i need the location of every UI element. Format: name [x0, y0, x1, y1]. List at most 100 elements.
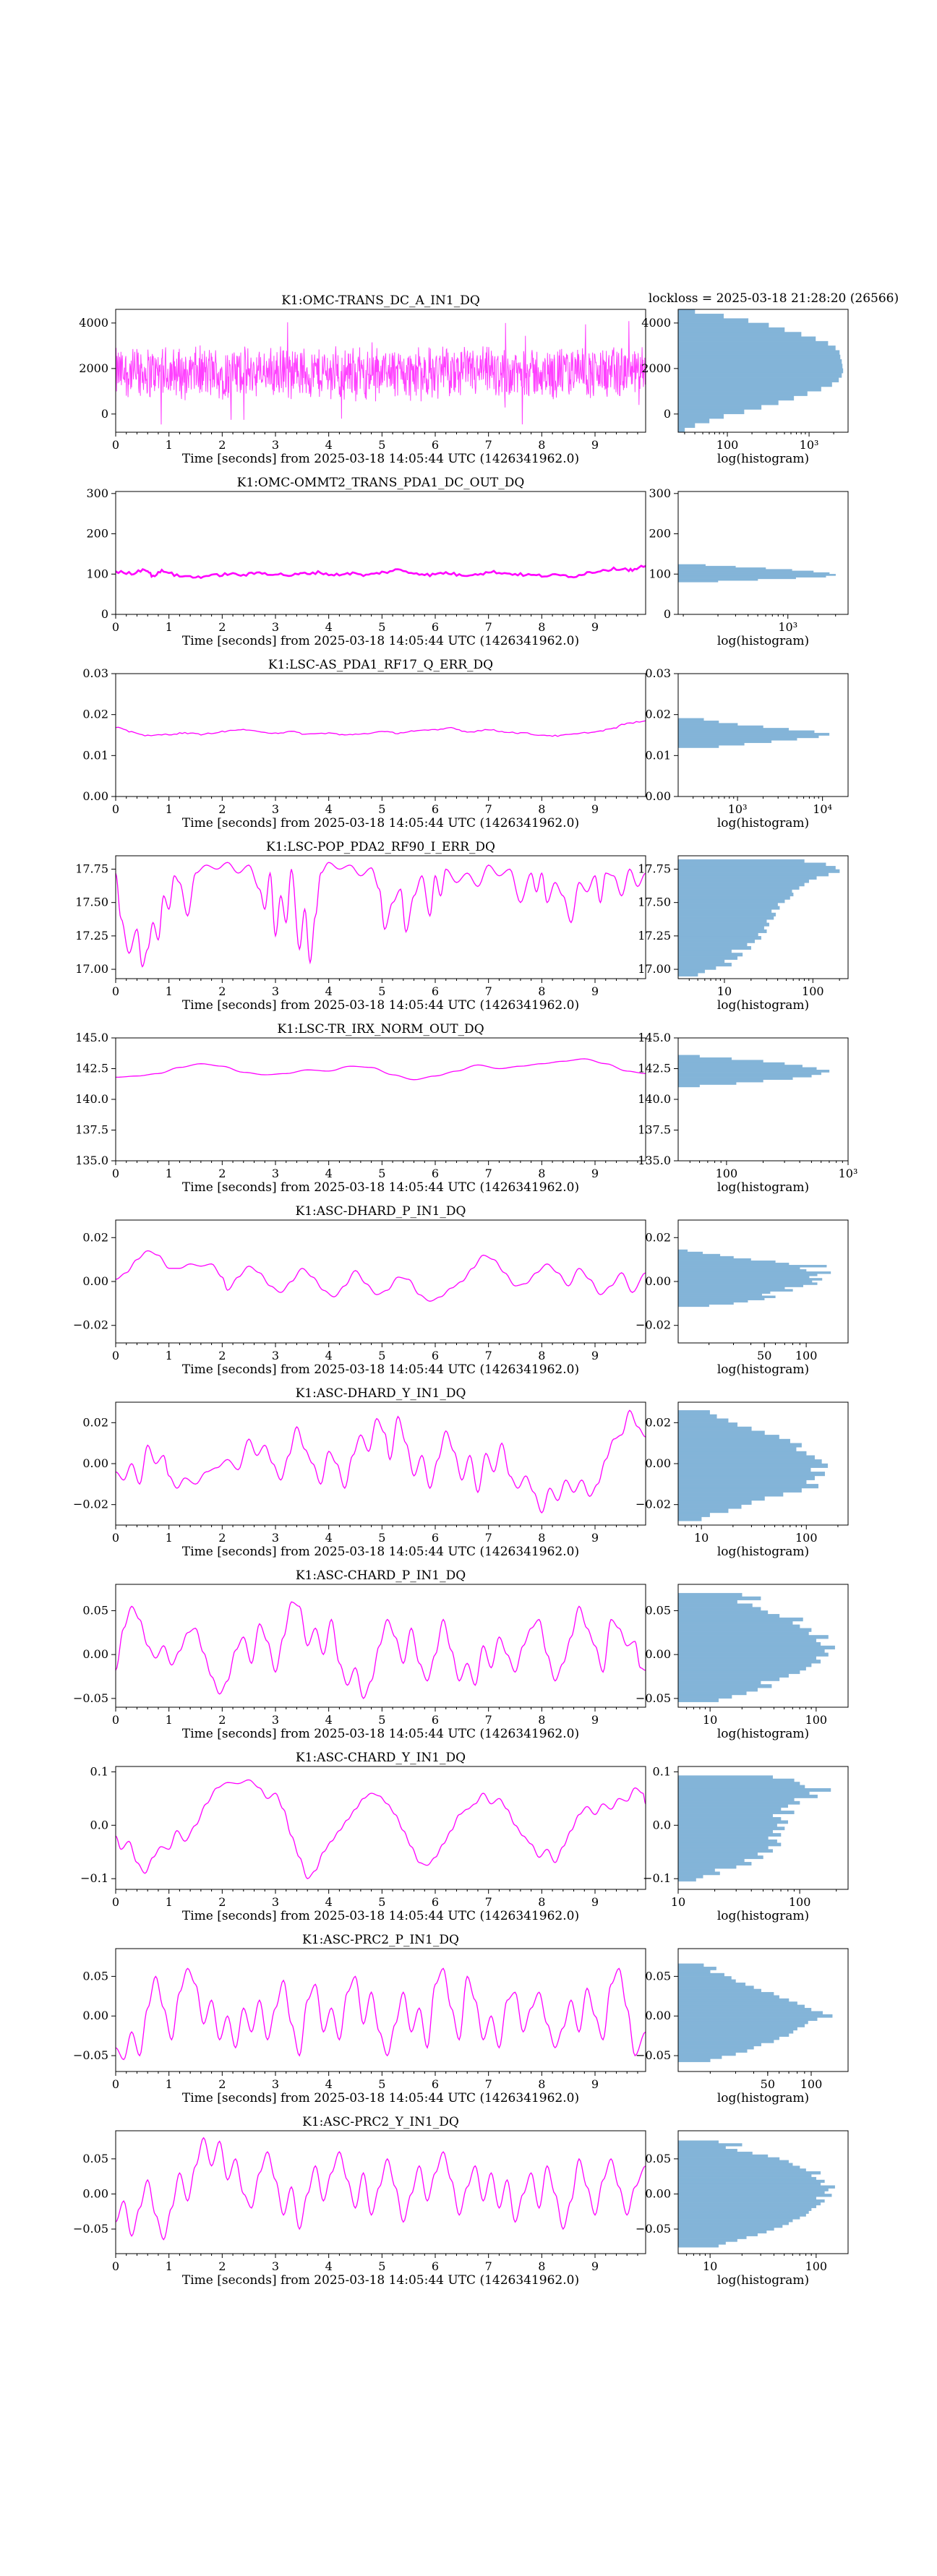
- hist-x-tick-label: 10: [703, 2259, 717, 2273]
- y-tick-label: 0.05: [82, 1603, 108, 1617]
- histogram-bar: [677, 413, 724, 419]
- histogram-frame: [677, 1948, 849, 2072]
- histogram-bar: [677, 1287, 785, 1289]
- hist-y-tick-label: 2000: [641, 361, 671, 375]
- histogram-bar: [677, 1077, 793, 1081]
- histogram-bar: [677, 1782, 800, 1786]
- histogram-bar: [677, 327, 785, 332]
- histogram-bar: [677, 2194, 832, 2197]
- histogram-bar: [677, 744, 719, 748]
- histogram-bar: [677, 1081, 737, 1085]
- histogram-bar: [677, 1603, 753, 1607]
- histogram-bar: [677, 1291, 771, 1294]
- y-tick-label: 0.00: [82, 2186, 108, 2200]
- histogram-bar: [677, 340, 829, 346]
- plot-frame: [115, 491, 646, 615]
- x-tick-label: 8: [538, 1895, 545, 1909]
- histogram-bar: [677, 318, 749, 324]
- histogram-bar: [677, 1451, 807, 1456]
- panel-9: K1:ASC-CHARD_Y_IN1_DQ 0 1 2 3 4 5 6 7 8 9 −0.1 0.0 0.…: [80, 1751, 849, 1923]
- panel-1: K1:OMC-TRANS_DC_A_IN1_DQ 0 1 2 3 4 5 6 7 8 9 0 2000 4…: [79, 293, 849, 466]
- histogram-bar: [677, 570, 814, 573]
- histogram-bar: [677, 336, 816, 342]
- hist-y-tick-label: 100: [649, 567, 671, 580]
- histogram-bar: [677, 1967, 716, 1970]
- histogram-bar: [677, 1060, 763, 1063]
- histogram-bar: [677, 1620, 793, 1626]
- histogram-bar: [677, 2179, 825, 2184]
- hist-y-tick-label: 300: [649, 486, 671, 500]
- hist-x-axis-label: log(histogram): [717, 634, 809, 648]
- histogram-bar: [677, 1265, 827, 1268]
- histogram-bar: [677, 2014, 833, 2018]
- histogram-bar: [677, 2222, 789, 2225]
- hist-y-tick-label: 200: [649, 527, 671, 541]
- y-tick-label: 100: [86, 567, 108, 580]
- x-tick-label: 5: [378, 1167, 385, 1180]
- y-tick-label: 0.0: [90, 1818, 108, 1832]
- histogram-bar: [677, 1284, 804, 1287]
- hist-x-tick-label: 100: [805, 1713, 828, 1727]
- x-tick-label: 4: [325, 1713, 333, 1727]
- histogram-bar: [677, 572, 830, 575]
- histogram-bar: [677, 912, 776, 916]
- histogram-bar: [677, 2213, 806, 2217]
- x-tick-label: 9: [591, 1349, 599, 1362]
- histogram-bar: [677, 1988, 761, 1993]
- x-tick-label: 6: [432, 1531, 439, 1545]
- hist-y-tick-label: 0: [664, 407, 671, 421]
- x-tick-label: 4: [325, 1349, 333, 1362]
- x-tick-label: 8: [538, 1713, 545, 1727]
- y-tick-label: 0.03: [82, 666, 108, 680]
- x-tick-label: 8: [538, 1167, 545, 1180]
- histogram-bar: [677, 862, 826, 867]
- histogram-bar: [677, 2174, 812, 2178]
- histogram-bar: [677, 869, 840, 873]
- histogram-bar: [677, 564, 706, 567]
- histogram-bar: [677, 1628, 812, 1632]
- histogram-bar: [677, 1459, 822, 1464]
- panel-title: K1:ASC-DHARD_Y_IN1_DQ: [296, 1386, 466, 1401]
- histogram-bar: [677, 2033, 790, 2037]
- histogram-bar: [677, 1614, 780, 1618]
- x-tick-label: 1: [166, 2259, 173, 2273]
- histogram-bar: [677, 1698, 719, 1702]
- x-tick-label: 8: [538, 620, 545, 634]
- y-tick-label: 2000: [79, 361, 108, 375]
- hist-x-tick-label: 100: [716, 1167, 738, 1180]
- x-axis-label: Time [seconds] from 2025-03-18 14:05:44 …: [182, 1727, 579, 1741]
- x-tick-label: 3: [272, 1349, 279, 1362]
- x-tick-label: 1: [166, 1531, 173, 1545]
- histogram-bar: [677, 2030, 794, 2034]
- histogram-bar: [677, 2043, 761, 2047]
- histogram-bar: [677, 1820, 789, 1824]
- hist-y-tick-label: 0.01: [645, 748, 671, 762]
- plot-frame: [115, 1584, 646, 1708]
- hist-y-tick-label: 0.03: [645, 666, 671, 680]
- histogram-bar: [677, 1410, 710, 1415]
- histogram-bar: [677, 2149, 737, 2152]
- histogram-bar: [677, 1842, 782, 1847]
- histogram-bar: [677, 1677, 780, 1681]
- histogram-bar: [677, 2146, 726, 2150]
- histogram-bar: [677, 2168, 806, 2172]
- histogram-bar: [677, 902, 778, 906]
- hist-x-axis-label: log(histogram): [717, 816, 809, 830]
- histogram-bar: [677, 1680, 761, 1685]
- histogram-bar: [677, 1670, 800, 1675]
- histogram-bar: [677, 2151, 753, 2155]
- histogram-bar: [677, 1251, 703, 1255]
- hist-y-tick-label: 4000: [641, 316, 671, 330]
- histogram-bar: [677, 1300, 748, 1303]
- y-tick-label: 0.00: [82, 1647, 108, 1661]
- histogram-bar: [677, 1487, 802, 1493]
- y-tick-label: 0.05: [82, 2152, 108, 2165]
- plot-frame: [115, 1948, 646, 2072]
- plot-frame: [115, 673, 646, 797]
- histogram-bar: [677, 567, 766, 570]
- histogram-bar: [677, 1422, 738, 1427]
- signal-line: [116, 2137, 646, 2241]
- histogram-frame: [677, 491, 849, 615]
- x-tick-label: 2: [218, 1713, 226, 1727]
